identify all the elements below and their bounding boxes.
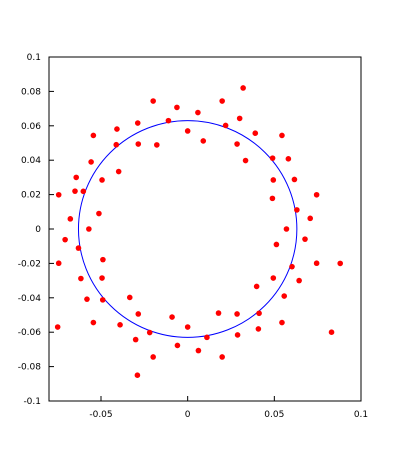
point <box>219 98 225 104</box>
point <box>55 260 62 267</box>
point <box>126 294 133 301</box>
point <box>113 141 120 148</box>
point <box>236 115 243 122</box>
point <box>204 334 210 341</box>
point <box>234 332 241 338</box>
x-tick-label: 0.1 <box>354 410 368 420</box>
point <box>215 310 222 316</box>
y-tick-label: -0.04 <box>18 294 42 304</box>
point <box>256 310 262 317</box>
point <box>302 236 308 242</box>
point <box>242 157 249 164</box>
point <box>253 283 260 290</box>
point <box>117 322 123 328</box>
point <box>90 132 97 139</box>
point <box>219 354 225 360</box>
x-tick-label: -0.05 <box>89 410 112 420</box>
point <box>234 311 240 317</box>
y-tick-label: 0 <box>35 225 41 235</box>
fit-circle <box>77 120 298 338</box>
y-tick-label: 0.08 <box>21 87 41 97</box>
point <box>72 188 78 194</box>
point <box>313 191 320 198</box>
point <box>100 256 106 263</box>
point <box>150 98 156 104</box>
point <box>135 311 142 317</box>
point <box>99 177 105 183</box>
point <box>269 155 276 161</box>
point <box>270 177 277 183</box>
point <box>273 241 280 248</box>
point <box>283 226 290 232</box>
point <box>154 142 160 148</box>
point <box>234 141 240 147</box>
point <box>99 297 106 303</box>
point <box>313 260 320 267</box>
point <box>279 132 285 139</box>
point <box>184 128 191 134</box>
point <box>285 156 292 162</box>
point <box>294 207 300 213</box>
point <box>270 275 277 281</box>
point <box>174 104 180 111</box>
point <box>281 293 288 299</box>
point <box>54 324 61 330</box>
point <box>195 347 202 354</box>
point <box>184 324 191 330</box>
y-tick-label: 0.1 <box>27 53 41 63</box>
point <box>62 236 68 243</box>
point <box>296 277 302 284</box>
y-tick-label: -0.02 <box>18 259 41 269</box>
y-tick-label: -0.06 <box>18 328 42 338</box>
point <box>86 226 92 232</box>
point <box>195 109 201 116</box>
x-tick-label: 0.05 <box>264 410 284 420</box>
plot-frame <box>48 56 362 402</box>
point <box>255 326 262 332</box>
point <box>200 138 207 144</box>
y-tick-label: -0.08 <box>18 363 42 373</box>
point <box>80 188 87 195</box>
point <box>115 168 122 175</box>
y-tick-label: 0.02 <box>21 191 41 201</box>
point <box>279 319 285 326</box>
point <box>150 354 156 360</box>
point <box>132 336 139 343</box>
x-tick-label: 0 <box>185 410 191 420</box>
point <box>78 275 84 282</box>
y-tick-label: 0.04 <box>21 156 41 166</box>
point <box>337 260 344 267</box>
point <box>99 275 105 281</box>
point <box>289 263 295 270</box>
point <box>252 130 259 136</box>
point <box>75 245 82 251</box>
point <box>134 120 141 126</box>
point <box>134 372 141 379</box>
point <box>240 85 246 91</box>
point <box>291 176 298 183</box>
point <box>67 216 74 222</box>
y-tick-label: 0.06 <box>21 122 41 132</box>
point <box>328 329 335 336</box>
point <box>90 319 97 326</box>
point <box>165 117 172 124</box>
point <box>307 215 314 222</box>
point <box>169 314 175 320</box>
point <box>55 191 62 198</box>
point <box>88 159 94 165</box>
y-tick-label: -0.1 <box>23 397 41 407</box>
point <box>84 296 90 302</box>
point <box>135 141 142 147</box>
point <box>146 329 153 336</box>
point <box>269 195 276 202</box>
point <box>96 210 102 217</box>
point <box>174 342 181 349</box>
point <box>222 122 229 129</box>
point <box>114 126 120 132</box>
point <box>73 174 80 181</box>
